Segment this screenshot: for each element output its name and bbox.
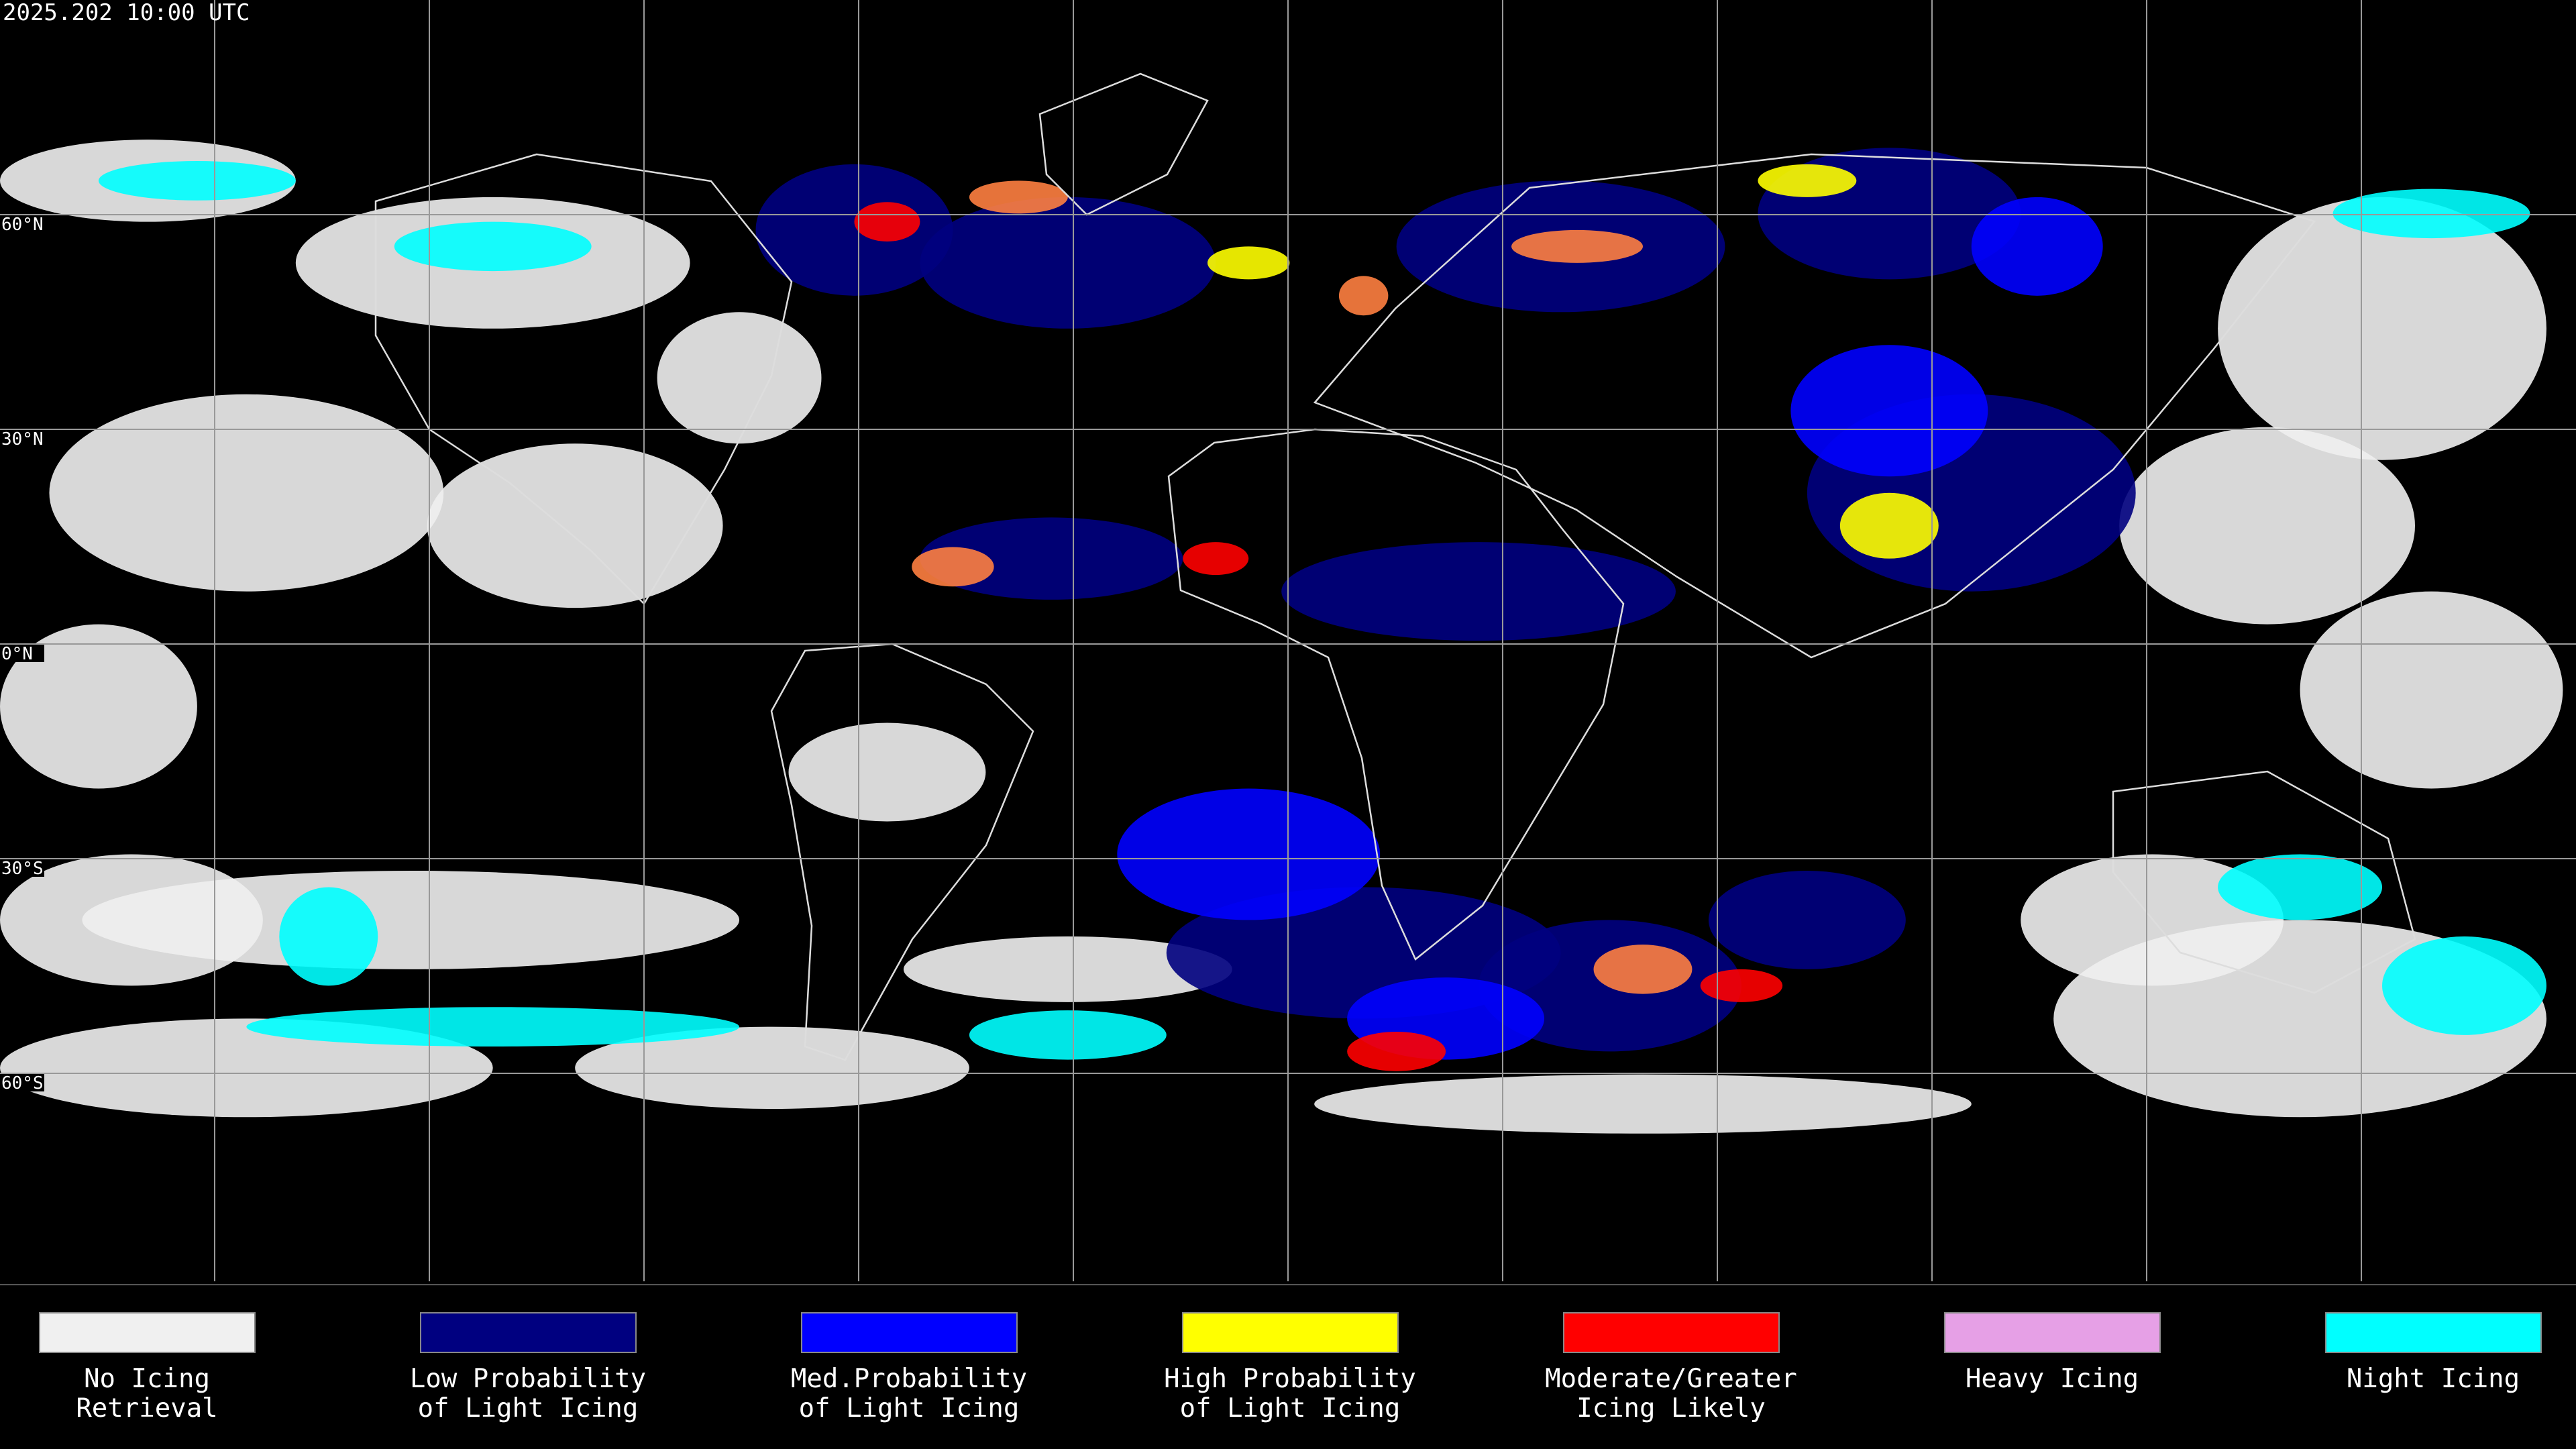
cloud-region [1117,788,1381,920]
cloud-region [1758,164,1857,197]
legend-label: Night Icing [2347,1364,2520,1394]
cloud-region [1314,1074,1972,1134]
cloud-region [2218,197,2546,460]
legend-swatch [801,1312,1018,1353]
legend-label: Retrieval [76,1393,217,1424]
latitude-label: 30°N [1,429,44,449]
latitude-label-bg [0,645,44,662]
cloud-region [755,164,953,296]
legend-swatch [1563,1312,1780,1353]
cloud-region [1338,276,1389,316]
cloud-region [1511,229,1643,263]
eurasia-outline [1313,153,2316,659]
legend-label: Med.Probability [791,1364,1027,1394]
cloud-region [903,936,1232,1002]
cloud-region [2332,189,2530,239]
legend-label: No Icing [84,1364,210,1394]
cloud-region [1281,542,1676,641]
cloud-region [1790,345,1988,477]
cloud-region [788,722,986,822]
cloud-region [575,1026,969,1110]
cloud-region [854,202,920,241]
cloud-region [969,1010,1167,1060]
cloud-region [1971,197,2103,296]
latitude-label: 60°S [1,1073,44,1093]
cloud-region [49,394,444,592]
latitude-label-bg [0,859,44,877]
timestamp: 2025.202 10:00 UTC [3,0,250,26]
cloud-region [2218,854,2383,920]
legend-swatch [1182,1312,1399,1353]
cloud-region [98,161,296,201]
cloud-region [2382,936,2546,1035]
legend-label: Heavy Icing [1966,1364,2139,1394]
cloud-region [0,854,263,986]
south-america-outline [770,643,1034,1061]
legend-swatch [1944,1312,2161,1353]
latitude-label-bg [0,215,44,233]
cloud-region [657,312,822,444]
legend-swatch [39,1312,256,1353]
cloud-region [246,1007,740,1047]
latitude-label: 0°N [1,644,33,664]
latitude-label: 30°S [1,859,44,879]
cloud-layer [0,140,2563,1134]
cloud-region [1208,246,1290,280]
cloud-region [920,517,1183,600]
graticule [0,0,2576,1281]
cloud-region [279,887,378,986]
cloud-region [427,443,723,608]
cloud-region [1839,492,1939,559]
legend-swatch [2325,1312,2542,1353]
legend-label: of Light Icing [1180,1393,1401,1424]
cloud-region [1593,945,1693,994]
north-america-outline [374,153,793,606]
cloud-region [1708,870,1906,969]
legend-label: High Probability [1164,1364,1416,1394]
cloud-region [0,624,197,789]
legend-label: Low Probability [410,1364,646,1394]
australia-outline [2112,770,2416,994]
latitude-label: 60°N [1,215,44,235]
cloud-region [2300,591,2563,789]
latitude-label-bg [0,430,44,447]
legend-label: of Light Icing [418,1393,639,1424]
legend-label: of Light Icing [799,1393,1020,1424]
cloud-region [394,221,592,272]
legend-label: Moderate/Greater [1545,1364,1797,1394]
cloud-region [2119,427,2415,625]
cloud-region [920,197,1216,329]
cloud-region [1347,1031,1446,1071]
cloud-region [969,180,1068,214]
latitude-labels: 60°N 30°N 0°N 30°S 60°S [0,215,44,1093]
latitude-label-bg [0,1074,44,1091]
cloud-region [1183,542,1249,576]
coastlines [374,72,2416,1061]
legend-swatch [420,1312,637,1353]
cloud-region [912,547,994,587]
cloud-region [1700,969,1783,1002]
africa-outline [1167,428,1625,961]
legend-label: Icing Likely [1576,1393,1766,1424]
greenland-outline [1038,72,1209,216]
